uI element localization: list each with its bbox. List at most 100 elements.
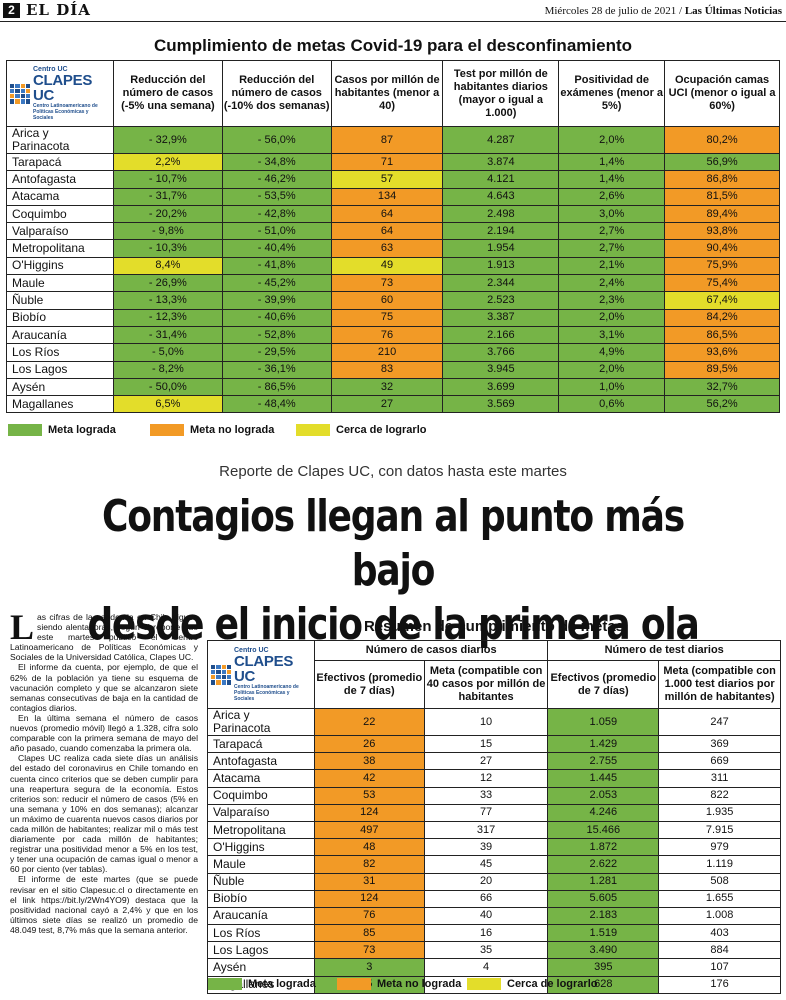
table-cell: 508 [658,872,781,891]
header-date: Miércoles 28 de julio de 2021 [544,5,677,17]
table-row: Araucanía 76 40 2.183 1.008 [207,906,781,926]
logo-line2: CLAPES UC [33,72,93,104]
table-cell: 2.183 [547,906,660,926]
table-row: Coquimbo 53 33 2.053 822 [207,786,781,805]
region-name: Ñuble [6,291,114,310]
region-name: Los Lagos [207,941,315,960]
table-cell: 2,3% [558,291,666,310]
table-cell: 87 [330,126,444,154]
table-row: Coquimbo - 20,2% - 42,8% 64 2.498 3,0% 89,4% [6,204,780,224]
table2-header: Meta (compatible con 1.000 test diarios … [658,660,781,709]
table-cell: 84,2% [664,308,780,327]
table-cell: 85 [313,924,425,943]
table-row: Los Ríos - 5,0% - 29,5% 210 3.766 4,9% 93,6% [6,343,780,362]
table-cell: - 12,3% [112,308,223,327]
table-cell: 81,5% [664,187,780,206]
table-cell: 56,2% [664,395,780,414]
table-cell: - 5,0% [112,343,223,362]
table-cell: 1.872 [547,838,660,857]
table1-header: Test por millón de habitantes diarios (m… [442,60,560,127]
table-cell: 15 [423,734,549,754]
summary-table: Centro UC CLAPES UC Centro Latinoamericano… [207,640,781,994]
legend-yellow: Cerca de lograrlo [296,424,426,436]
region-name: Araucanía [207,906,315,926]
region-name: Biobío [207,889,315,908]
table-cell: 64 [330,204,444,224]
table-cell: 86,5% [664,325,780,345]
table-row: Aysén - 50,0% - 86,5% 32 3.699 1,0% 32,7% [6,377,780,397]
logo-cell: Centro UC CLAPES UC Centro Latinoamericano… [6,60,114,127]
table1-title: Cumplimiento de metas Covid-19 para el d… [154,36,632,55]
table-row: Biobío - 12,3% - 40,6% 75 3.387 2,0% 84,2% [6,308,780,327]
table-cell: - 42,8% [221,204,332,224]
table-cell: 2,4% [558,274,666,293]
region-name: Maule [207,855,315,874]
publication-name: Las Últimas Noticias [684,5,782,17]
legend-green-swatch [8,424,42,436]
table-cell: 10 [423,708,549,736]
legend-green-label: Meta lograda [48,424,116,436]
legend2-orange-label: Meta no lograda [377,978,462,990]
table-row: Ñuble - 13,3% - 39,9% 60 2.523 2,3% 67,4% [6,291,780,310]
table-cell: 27 [423,752,549,771]
region-name: Magallanes [6,395,114,414]
table-cell: 93,6% [664,343,780,362]
group-header-cases: Número de casos diarios [313,640,549,661]
legend-yellow-swatch [296,424,330,436]
legend2-orange: Meta no lograda [337,978,461,990]
table-cell: 82 [313,855,425,874]
table-row: Antofagasta 38 27 2.755 669 [207,752,781,771]
table-cell: 134 [330,187,444,206]
table-row: Valparaíso - 9,8% - 51,0% 64 2.194 2,7% 93,8% [6,222,780,241]
table-cell: 27 [330,395,444,414]
logo-line3: Centro Latinoamericano de Políticas Econ… [234,684,299,702]
table-cell: 979 [658,838,781,857]
table-cell: 3.874 [442,152,560,172]
table1-header: Positividad de exámenes (menor a 5%) [558,60,666,127]
table-cell: 73 [313,941,425,960]
table-cell: 2.523 [442,291,560,310]
table-cell: - 31,7% [112,187,223,206]
table-cell: 3.490 [547,941,660,960]
table-cell: 369 [658,734,781,754]
region-name: Aysén [6,377,114,397]
table-cell: 66 [423,889,549,908]
table-cell: 12 [423,769,549,788]
legend2-yellow-swatch [467,978,501,990]
table-cell: 311 [658,769,781,788]
group-header-tests: Número de test diarios [547,640,781,661]
clapes-logo-icon [10,83,30,104]
table-row: Arica y Parinacota - 32,9% - 56,0% 87 4.287 2… [6,126,780,154]
table-cell: 4,9% [558,343,666,362]
legend-orange-label: Meta no lograda [190,424,275,436]
table-row: Araucanía - 31,4% - 52,8% 76 2.166 3,1% 86,5% [6,325,780,345]
table-cell: 31 [313,872,425,891]
table-cell: 64 [330,222,444,241]
table-cell: 107 [658,958,781,977]
table-cell: 5.605 [547,889,660,908]
table-cell: 89,4% [664,204,780,224]
table-cell: 2,0% [558,308,666,327]
legend2-orange-swatch [337,978,371,990]
table-cell: 71 [330,152,444,172]
logo-cell: Centro UC CLAPES UC Centro Latinoamericano… [207,640,315,709]
table-cell: - 31,4% [112,325,223,345]
table-row: Tarapacá 26 15 1.429 369 [207,734,781,754]
header-separator: / [679,5,683,17]
table-cell: 395 [547,958,660,977]
table2-header: Meta (compatible con 40 casos por millón… [423,660,549,709]
article-paragraph: El informe da cuenta, por ejemplo, de qu… [10,662,198,713]
region-name: Metropolitana [6,239,114,258]
table-cell: 75 [330,308,444,327]
table2-header: Efectivos (promedio de 7 días) [547,660,660,709]
region-name: Arica y Parinacota [207,708,315,736]
table-cell: - 13,3% [112,291,223,310]
table-cell: - 26,9% [112,274,223,293]
logo-line2: CLAPES UC [234,653,294,685]
logo-line1: Centro UC [234,647,269,654]
table-cell: - 86,5% [221,377,332,397]
table-row: Metropolitana 497 317 15.466 7.915 [207,820,781,840]
region-name: Biobío [6,308,114,327]
table-cell: 3,0% [558,204,666,224]
region-name: Tarapacá [6,152,114,172]
